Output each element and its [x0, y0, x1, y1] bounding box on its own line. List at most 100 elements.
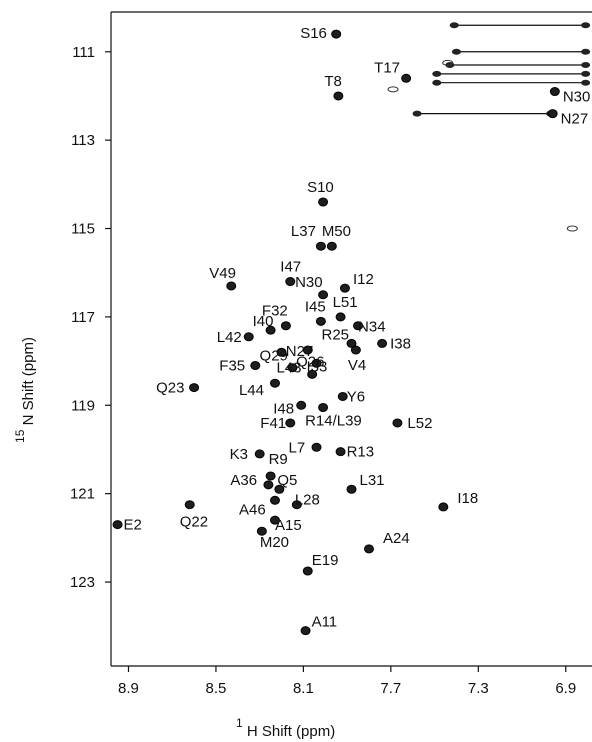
side-chain-peak — [581, 22, 591, 29]
peak-label: A46 — [239, 501, 266, 518]
peak-marker — [335, 447, 346, 457]
peak-label: N30 — [563, 89, 591, 106]
peak-label: I33 — [307, 358, 328, 375]
peak-marker — [189, 383, 200, 393]
x-tick-label: 7.7 — [380, 680, 401, 697]
peak-label: V49 — [209, 265, 236, 282]
peak-label: N27 — [286, 343, 314, 360]
peak-marker — [363, 544, 374, 554]
peak-label: L52 — [407, 415, 432, 432]
peak-label: N34 — [358, 319, 386, 336]
y-tick-label: 111 — [72, 44, 95, 61]
peak-marker — [350, 345, 361, 355]
x-axis-title: 1 H Shift (ppm) — [236, 714, 335, 740]
y-tick-label: 123 — [70, 574, 95, 591]
peak-label: L7 — [289, 439, 306, 456]
peak-marker — [315, 241, 326, 251]
peak-marker — [315, 316, 326, 326]
peak-label: I38 — [390, 335, 411, 352]
side-chain-peak — [432, 70, 442, 77]
peak-marker — [339, 283, 350, 293]
unassigned-peak — [566, 225, 578, 232]
peak-label: S16 — [300, 25, 327, 42]
peak-label: T17 — [374, 59, 400, 76]
peak-label: I12 — [353, 271, 374, 288]
peak-label: N27 — [561, 111, 589, 128]
side-chain-peak — [432, 79, 442, 86]
peak-label: S10 — [307, 179, 334, 196]
peak-label: I48 — [273, 400, 294, 417]
y-axis-title-sup: 15 — [13, 429, 27, 443]
peak-marker — [333, 91, 344, 101]
peak-marker — [250, 361, 261, 371]
peak-marker — [326, 241, 337, 251]
side-chain-peak — [581, 62, 591, 69]
peak-marker — [269, 378, 280, 388]
peak-label: M50 — [322, 223, 351, 240]
peak-marker — [335, 312, 346, 322]
peak-marker — [318, 290, 329, 300]
peak-marker — [346, 484, 357, 494]
peak-label: A24 — [383, 530, 410, 547]
peak-marker — [276, 347, 287, 357]
y-tick-label: 117 — [71, 309, 95, 326]
peak-marker — [256, 526, 267, 536]
peak-marker — [285, 277, 296, 287]
side-chain-peak — [581, 48, 591, 55]
peak-marker — [285, 418, 296, 428]
peak-label: Q23 — [156, 380, 184, 397]
peak-label: Q29 — [260, 347, 288, 364]
x-axis-title-sup: 1 — [236, 716, 243, 730]
peak-label: F35 — [219, 358, 245, 375]
y-tick-label: 113 — [71, 132, 95, 149]
x-tick-label: 8.9 — [118, 680, 139, 697]
peak-marker — [291, 500, 302, 510]
peak-label: K3 — [230, 446, 248, 463]
peak-marker — [377, 338, 388, 348]
peak-marker — [269, 495, 280, 505]
x-axis-title-text: H Shift (ppm) — [247, 723, 335, 740]
peak-label: L37 — [291, 223, 316, 240]
peak-label: E2 — [124, 517, 142, 534]
peak-marker — [318, 197, 329, 207]
peak-marker — [392, 418, 403, 428]
peak-marker — [318, 402, 329, 412]
peak-marker — [296, 400, 307, 410]
peak-marker — [311, 358, 322, 368]
peak-marker — [353, 321, 364, 331]
plot-frame — [110, 11, 592, 667]
peak-label: Q5 — [277, 472, 297, 489]
x-tick-label: 8.1 — [293, 680, 314, 697]
peak-label: Q22 — [180, 514, 208, 531]
peak-label: R9 — [269, 451, 288, 468]
peak-marker — [438, 502, 449, 512]
y-axis-title-text: N Shift (ppm) — [20, 337, 37, 425]
peak-label: I47 — [280, 259, 301, 276]
side-chain-peak — [449, 22, 459, 29]
peak-marker — [280, 321, 291, 331]
peak-markers — [112, 29, 578, 636]
peak-label: L44 — [239, 382, 264, 399]
peak-marker — [331, 29, 342, 39]
peak-label: T8 — [324, 73, 342, 90]
side-chain-peak — [581, 70, 591, 77]
peak-marker — [226, 281, 237, 291]
peak-marker — [274, 484, 285, 494]
peak-label: V4 — [348, 357, 366, 374]
peak-label: F32 — [262, 303, 288, 320]
x-axis-ticks: 8.9 8.5 8.1 7.7 7.3 6.9 — [118, 666, 576, 697]
peak-label: I40 — [253, 313, 274, 330]
y-tick-label: 121 — [70, 486, 95, 503]
peak-label: E19 — [312, 552, 339, 569]
peak-marker — [243, 332, 254, 342]
peak-label: L51 — [333, 294, 358, 311]
peak-marker — [337, 391, 348, 401]
y-tick-label: 119 — [71, 397, 95, 414]
peak-label: A15 — [275, 517, 302, 534]
peak-marker — [265, 471, 276, 481]
peak-marker — [307, 369, 318, 379]
peak-label: I45 — [305, 298, 326, 315]
peak-label: A11 — [312, 614, 338, 631]
